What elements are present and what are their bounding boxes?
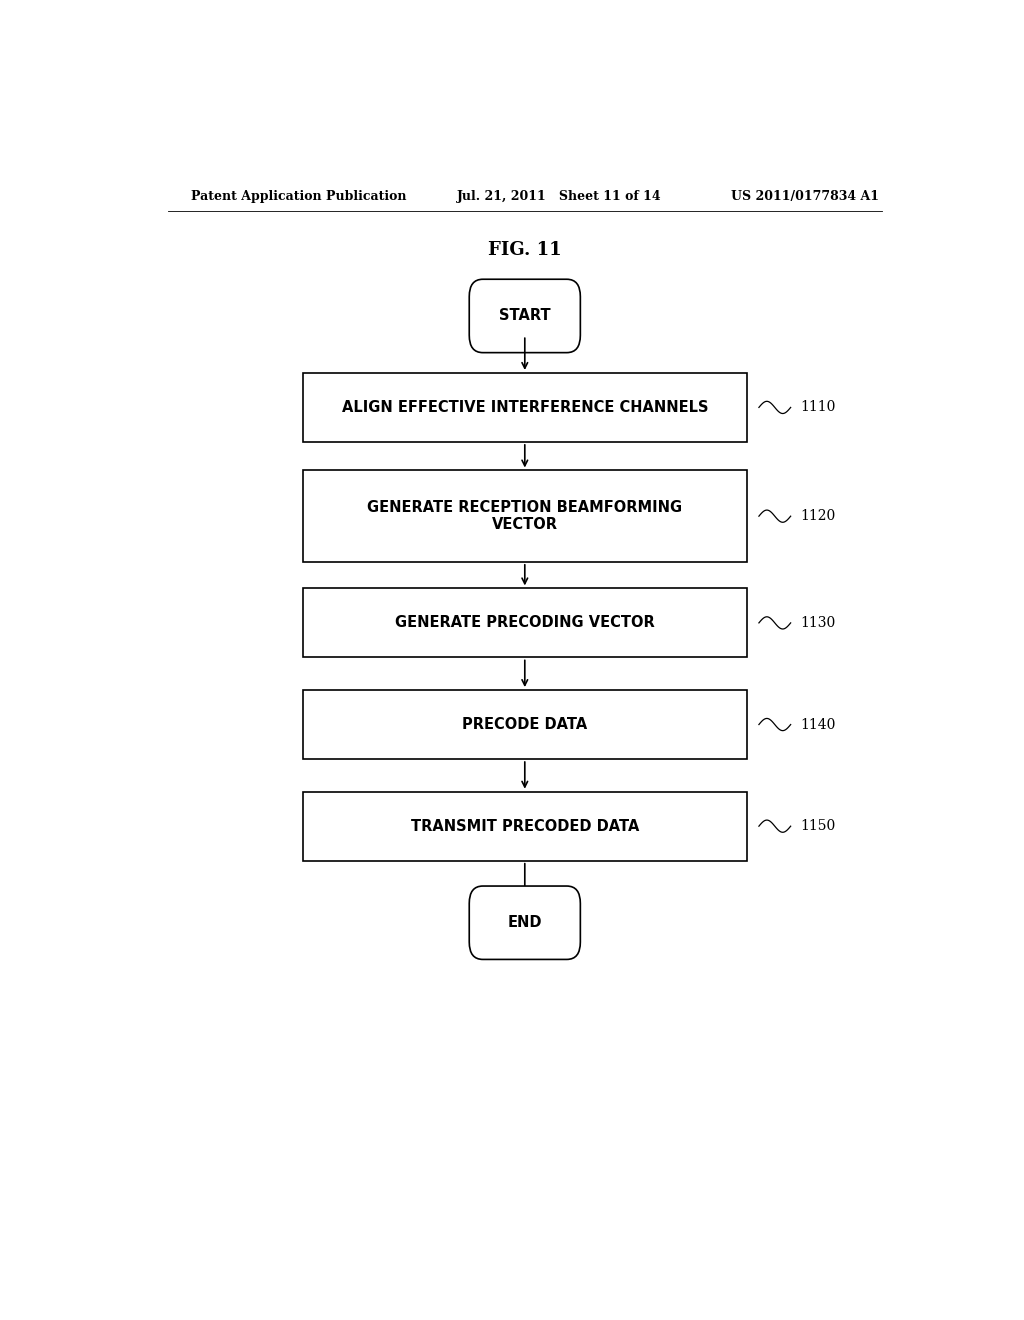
Text: 1120: 1120 bbox=[800, 510, 836, 523]
Bar bbox=[303, 372, 748, 442]
Text: 1150: 1150 bbox=[800, 820, 836, 833]
Bar bbox=[303, 589, 748, 657]
Text: ALIGN EFFECTIVE INTERFERENCE CHANNELS: ALIGN EFFECTIVE INTERFERENCE CHANNELS bbox=[342, 400, 708, 414]
FancyBboxPatch shape bbox=[469, 886, 581, 960]
Text: END: END bbox=[508, 915, 542, 931]
Text: GENERATE PRECODING VECTOR: GENERATE PRECODING VECTOR bbox=[395, 615, 654, 631]
Text: Jul. 21, 2011   Sheet 11 of 14: Jul. 21, 2011 Sheet 11 of 14 bbox=[458, 190, 662, 202]
Text: 1110: 1110 bbox=[800, 400, 836, 414]
Bar bbox=[303, 792, 748, 861]
Text: PRECODE DATA: PRECODE DATA bbox=[462, 717, 588, 733]
Bar bbox=[303, 470, 748, 562]
Bar bbox=[303, 690, 748, 759]
Text: FIG. 11: FIG. 11 bbox=[488, 240, 561, 259]
Text: US 2011/0177834 A1: US 2011/0177834 A1 bbox=[731, 190, 880, 202]
Text: GENERATE RECEPTION BEAMFORMING
VECTOR: GENERATE RECEPTION BEAMFORMING VECTOR bbox=[368, 500, 682, 532]
Text: 1140: 1140 bbox=[800, 718, 836, 731]
Text: START: START bbox=[499, 309, 551, 323]
Text: Patent Application Publication: Patent Application Publication bbox=[191, 190, 407, 202]
Text: 1130: 1130 bbox=[800, 616, 836, 630]
FancyBboxPatch shape bbox=[469, 280, 581, 352]
Text: TRANSMIT PRECODED DATA: TRANSMIT PRECODED DATA bbox=[411, 818, 639, 834]
